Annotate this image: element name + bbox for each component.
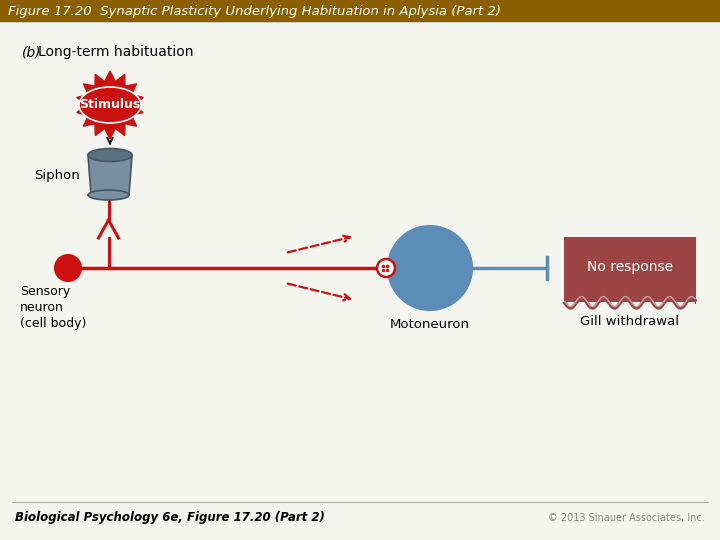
- FancyBboxPatch shape: [0, 0, 720, 22]
- Text: © 2013 Sinauer Associates, Inc.: © 2013 Sinauer Associates, Inc.: [548, 513, 705, 523]
- Text: Stimulus: Stimulus: [79, 98, 140, 111]
- FancyBboxPatch shape: [565, 302, 695, 310]
- Text: No response: No response: [587, 260, 673, 274]
- Text: Biological Psychology 6e, Figure 17.20 (Part 2): Biological Psychology 6e, Figure 17.20 (…: [15, 511, 325, 524]
- Text: Figure 17.20  Synaptic Plasticity Underlying Habituation in Aplysia (Part 2): Figure 17.20 Synaptic Plasticity Underly…: [8, 4, 501, 17]
- Ellipse shape: [88, 190, 129, 200]
- Polygon shape: [88, 155, 132, 195]
- FancyBboxPatch shape: [565, 238, 695, 303]
- Text: Long-term habituation: Long-term habituation: [38, 45, 194, 59]
- Text: Sensory
neuron
(cell body): Sensory neuron (cell body): [20, 285, 86, 330]
- Ellipse shape: [88, 148, 132, 161]
- Text: Motoneuron: Motoneuron: [390, 318, 470, 331]
- Ellipse shape: [79, 87, 141, 123]
- Text: Gill withdrawal: Gill withdrawal: [580, 315, 680, 328]
- Polygon shape: [77, 71, 143, 139]
- Circle shape: [388, 226, 472, 310]
- Text: Siphon: Siphon: [35, 168, 80, 181]
- Circle shape: [55, 255, 81, 281]
- Circle shape: [377, 259, 395, 277]
- Text: (b): (b): [22, 45, 42, 59]
